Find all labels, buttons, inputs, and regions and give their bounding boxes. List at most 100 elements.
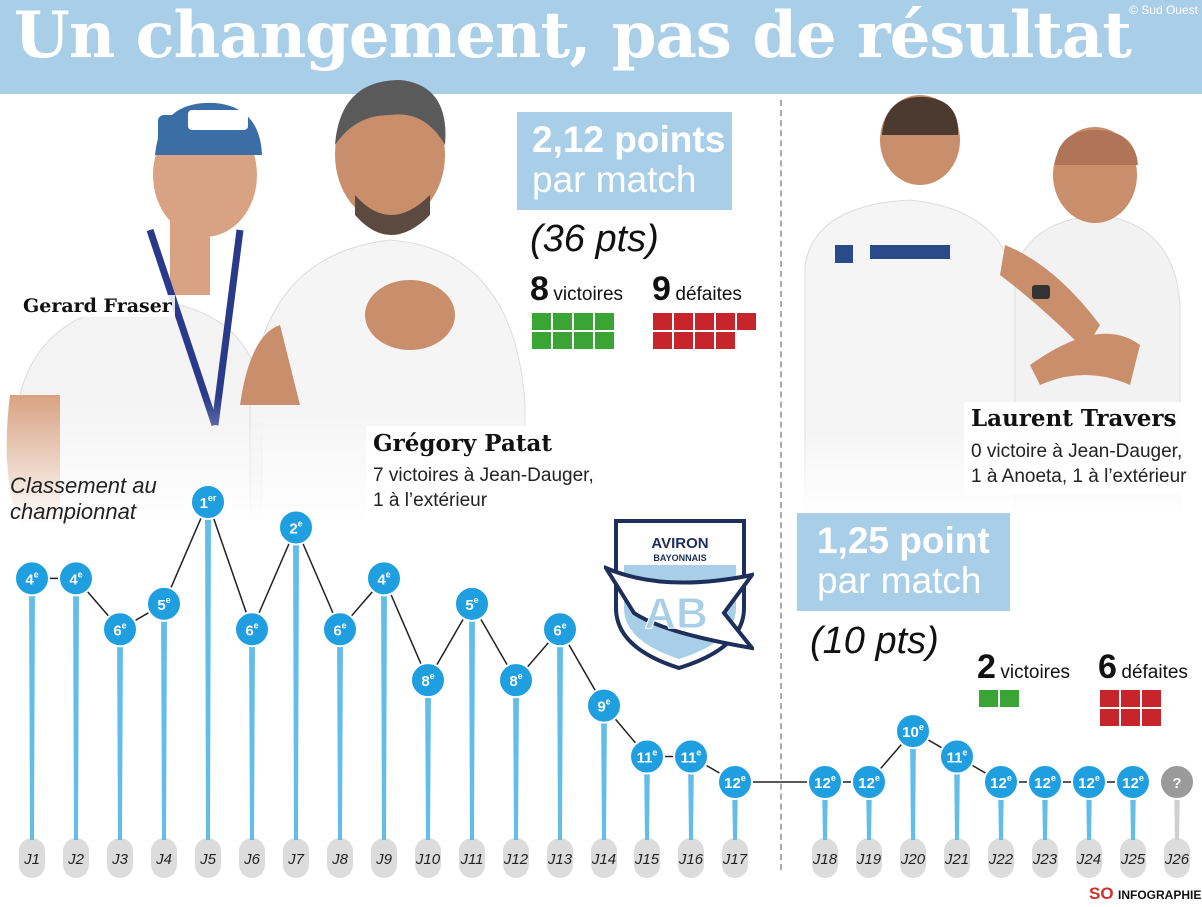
ranking-marker — [366, 560, 402, 597]
ranking-bar — [601, 705, 607, 840]
loss-square — [1142, 690, 1161, 707]
win-square — [574, 313, 593, 330]
wins-left: 8 victoires — [530, 270, 623, 309]
ranking-label: 1er — [200, 493, 217, 512]
ranking-marker — [498, 662, 534, 699]
footer-brand: SO INFOGRAPHIE — [1089, 884, 1201, 904]
round-base — [1032, 838, 1058, 878]
round-tick-label: J17 — [722, 851, 748, 868]
aviron-bayonnais-logo: AVIRON BAYONNAIS AB — [604, 519, 754, 671]
win-square — [595, 313, 614, 330]
stat-points-per-match-right: 1,25 point — [817, 520, 990, 561]
ranking-line — [32, 499, 1133, 783]
round-tick-label: J24 — [1076, 851, 1101, 868]
ranking-marker — [851, 764, 887, 800]
ranking-marker — [410, 662, 446, 699]
ranking-label: 12e — [1078, 773, 1100, 792]
loss-square — [716, 313, 735, 330]
loss-square — [716, 332, 735, 349]
ranking-marker — [895, 713, 931, 750]
stat-total-points-right: (10 pts) — [810, 620, 939, 662]
stat-box-right: 1,25 point par match — [797, 513, 1010, 611]
wins-grid-left — [532, 313, 614, 349]
ranking-label: 5e — [157, 595, 170, 614]
ranking-label: 11e — [681, 748, 702, 767]
ranking-marker — [190, 484, 226, 520]
losses-right-count: 6 — [1098, 648, 1117, 686]
win-square — [574, 332, 593, 349]
stat-unit-left: par match — [532, 159, 697, 200]
ranking-label: 6e — [333, 620, 346, 639]
loss-square — [737, 313, 756, 330]
loss-square — [695, 332, 714, 349]
round-tick-label: J23 — [1032, 851, 1058, 868]
round-tick-label: J21 — [944, 851, 969, 868]
ranking-marker — [673, 738, 709, 775]
wins-right-count: 2 — [977, 648, 996, 686]
page-title: Un changement, pas de résultat — [14, 0, 1132, 73]
round-base — [1164, 838, 1190, 878]
wins-left-label: victoires — [553, 284, 624, 305]
ranking-label: 12e — [990, 773, 1012, 792]
losses-left-count: 9 — [652, 270, 671, 308]
round-tick-label: J10 — [415, 851, 441, 868]
ranking-label: 8e — [421, 671, 434, 690]
stat-box-left: 2,12 points par match — [517, 112, 732, 210]
ranking-bar — [954, 756, 960, 840]
ranking-marker — [1027, 764, 1063, 800]
ranking-marker — [807, 764, 843, 800]
ranking-label: 6e — [245, 620, 258, 639]
round-base — [327, 838, 353, 878]
ranking-label: 2e — [289, 518, 302, 537]
ranking-marker — [586, 687, 622, 724]
round-base — [678, 838, 704, 878]
round-base — [591, 838, 617, 878]
period-divider — [780, 100, 782, 870]
ranking-marker — [629, 738, 665, 775]
ranking-marker — [983, 764, 1019, 800]
ranking-bar — [688, 756, 694, 840]
round-tick-label: J13 — [547, 851, 573, 868]
round-tick-label: J12 — [503, 851, 529, 868]
ranking-marker — [454, 585, 490, 622]
round-tick-label: J3 — [111, 851, 129, 868]
ranking-bar — [513, 680, 519, 840]
losses-left-label: défaites — [675, 284, 742, 305]
ranking-marker — [1115, 764, 1151, 800]
ranking-bar — [293, 527, 299, 840]
ranking-marker — [278, 509, 314, 546]
round-base — [239, 838, 265, 878]
ranking-label: 4e — [69, 569, 82, 588]
loss-square — [1100, 709, 1119, 726]
round-tick-label: J18 — [812, 851, 838, 868]
ranking-marker — [322, 611, 358, 648]
losses-right: 6 défaites — [1098, 648, 1188, 687]
round-tick-label: J8 — [331, 851, 349, 868]
round-base — [283, 838, 309, 878]
wins-grid-right — [979, 690, 1019, 707]
coach-name-gregory-patat: Grégory Patat — [373, 430, 553, 457]
ranking-label: 6e — [113, 620, 126, 639]
ranking-bar — [117, 629, 123, 840]
win-square — [595, 332, 614, 349]
round-tick-label: J22 — [988, 851, 1014, 868]
ranking-bar — [73, 578, 79, 840]
ranking-label: 12e — [724, 773, 746, 792]
ranking-marker — [542, 611, 578, 648]
ranking-label: 12e — [814, 773, 836, 792]
ranking-label: 4e — [377, 569, 390, 588]
win-square — [979, 690, 998, 707]
ranking-label: 12e — [1034, 773, 1056, 792]
round-base — [1076, 838, 1102, 878]
round-base — [547, 838, 573, 878]
footer-so-logo: SO — [1089, 884, 1114, 903]
loss-square — [653, 313, 672, 330]
win-square — [532, 332, 551, 349]
win-square — [553, 313, 572, 330]
ranking-bar — [29, 578, 35, 840]
coach-desc-laurent-travers-line1: 0 victoire à Jean-Dauger, — [971, 441, 1183, 462]
ranking-bar — [205, 502, 211, 840]
ranking-bar — [381, 578, 387, 840]
coach-desc-laurent-travers-line2: 1 à Anoeta, 1 à l’extérieur — [971, 466, 1187, 487]
